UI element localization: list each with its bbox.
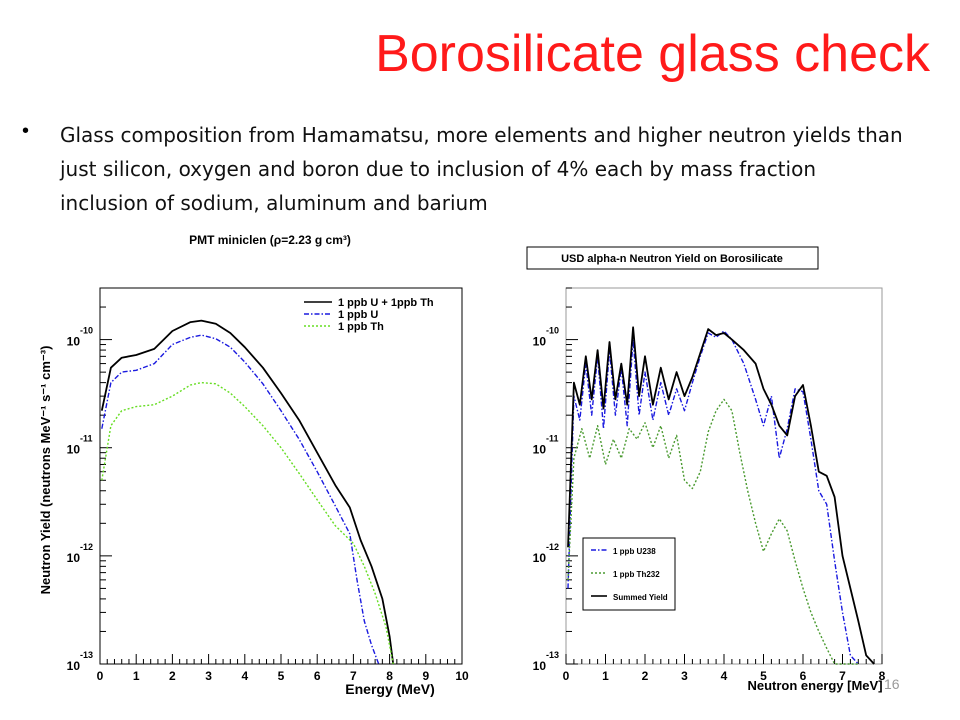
right-series-group	[567, 326, 875, 665]
y-tick-exponent: -10	[546, 326, 559, 336]
left-series-group	[100, 319, 395, 665]
legend-label: 1 ppb Th232	[613, 570, 660, 579]
y-tick-label: 10	[533, 551, 547, 565]
left-x-axis-label: Energy (MeV)	[345, 681, 434, 697]
y-tick-label: 10	[533, 335, 547, 349]
legend-label: 1 ppb U	[338, 309, 378, 321]
y-tick-label: 10	[533, 443, 547, 457]
y-tick-label: 10	[67, 551, 81, 565]
x-tick-label: 1	[602, 669, 609, 683]
series-line-3	[567, 326, 875, 665]
right-chart: USD alpha-n Neutron Yield on Borosilicat…	[526, 246, 886, 693]
y-tick-exponent: -10	[80, 326, 93, 336]
x-tick-label: 3	[681, 669, 688, 683]
x-tick-label: 2	[169, 669, 176, 683]
left-chart-title: PMT miniclen (ρ=2.23 g cm³)	[189, 233, 351, 247]
series-line-1	[567, 330, 859, 665]
x-tick-label: 6	[314, 669, 321, 683]
right-title-box	[526, 246, 819, 270]
x-tick-label: 5	[760, 669, 767, 683]
right-x-axis-label: Neutron energy [MeV]	[747, 678, 882, 693]
y-tick-exponent: -11	[80, 434, 93, 444]
right-chart-title: USD alpha-n Neutron Yield on Borosilicat…	[561, 253, 783, 265]
x-tick-label: 9	[422, 669, 429, 683]
x-tick-label: 8	[386, 669, 393, 683]
left-legend: 1 ppb U + 1ppb Th1 ppb U1 ppb Th	[304, 297, 434, 333]
series-line-2	[567, 398, 859, 665]
slide-title: Borosilicate glass check	[375, 25, 930, 83]
y-tick-exponent: -13	[80, 650, 93, 660]
y-tick-label: 10	[533, 659, 547, 673]
y-tick-label: 10	[67, 335, 81, 349]
x-tick-label: 4	[241, 669, 248, 683]
x-tick-label: 6	[800, 669, 807, 683]
charts-canvas: PMT miniclen (ρ=2.23 g cm³) 0 1 2 3 4 5 6 7 8 9 10…	[38, 233, 886, 697]
series-line-2	[101, 334, 380, 665]
left-y-axis-label: Neutron Yield (neutrons MeV⁻¹ s⁻¹ cm⁻³)	[38, 346, 53, 595]
legend-label: 1 ppb U238	[613, 547, 656, 556]
y-tick-label: 10	[67, 659, 81, 673]
series-line-1	[100, 319, 395, 665]
x-tick-label: 10	[455, 669, 469, 683]
x-tick-label: 7	[839, 669, 846, 683]
page-number: 16	[884, 676, 900, 692]
y-tick-label: 10	[67, 443, 81, 457]
y-tick-exponent: -12	[546, 542, 559, 552]
right-legend: 1 ppb U238 1 ppb Th232 Summed Yield	[582, 537, 676, 611]
x-tick-label: 5	[278, 669, 285, 683]
legend-label: Summed Yield	[613, 593, 668, 602]
x-tick-label: 0	[97, 669, 104, 683]
x-tick-label: 1	[133, 669, 140, 683]
legend-label: 1 ppb U + 1ppb Th	[338, 297, 434, 309]
x-tick-label: 2	[642, 669, 649, 683]
x-tick-label: 4	[721, 669, 728, 683]
left-chart: PMT miniclen (ρ=2.23 g cm³) 0 1 2 3 4 5 6 7 8 9 10…	[38, 233, 469, 697]
x-tick-label: 7	[350, 669, 357, 683]
left-plot-frame	[99, 287, 463, 665]
legend-label: 1 ppb Th	[338, 321, 384, 333]
bullet-text: Glass composition from Hamamatsu, more e…	[60, 123, 903, 215]
x-tick-label: 0	[563, 669, 570, 683]
bullet-dot-icon: •	[22, 120, 30, 142]
x-tick-label: 3	[205, 669, 212, 683]
y-tick-exponent: -13	[546, 650, 559, 660]
x-tick-label: 8	[879, 669, 886, 683]
y-tick-exponent: -11	[546, 434, 559, 444]
y-tick-exponent: -12	[80, 542, 93, 552]
